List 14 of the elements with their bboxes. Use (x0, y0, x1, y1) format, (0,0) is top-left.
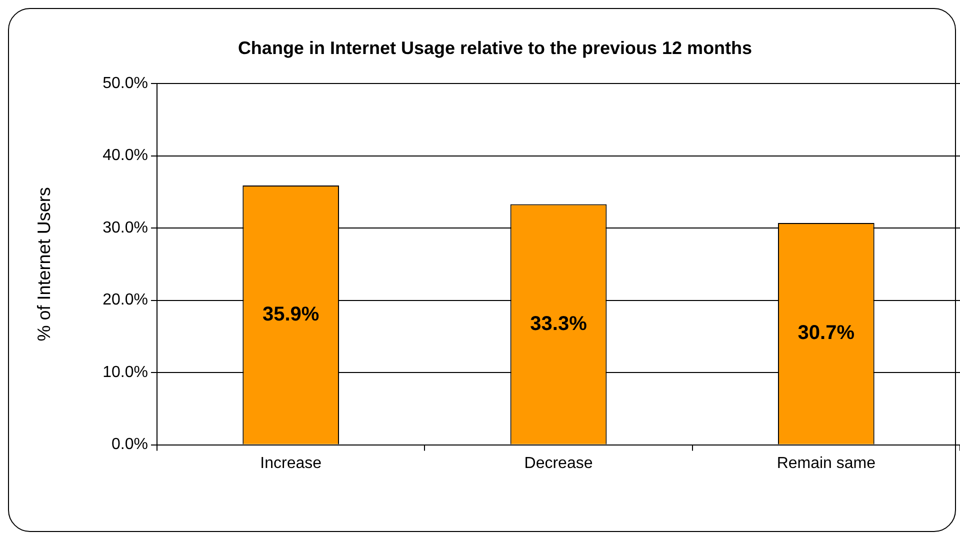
data-label: 33.3% (530, 312, 588, 335)
y-tick-label: 0.0% (112, 436, 148, 454)
x-tick-label: Increase (260, 454, 322, 472)
y-tick-label: 30.0% (102, 219, 148, 236)
data-label: 35.9% (262, 303, 320, 326)
y-tick-label: 40.0% (102, 147, 148, 164)
y-axis-title: % of Internet Users (34, 187, 54, 342)
data-label: 30.7% (798, 322, 855, 344)
chart-title: Change in Internet Usage relative to the previous 12 months (238, 38, 752, 58)
y-tick-label: 20.0% (102, 292, 148, 309)
y-tick-label: 10.0% (102, 364, 148, 381)
y-tick-label: 50.0% (102, 75, 148, 92)
x-tick-label: Decrease (524, 454, 593, 472)
x-tick-label: Remain same (776, 454, 876, 472)
